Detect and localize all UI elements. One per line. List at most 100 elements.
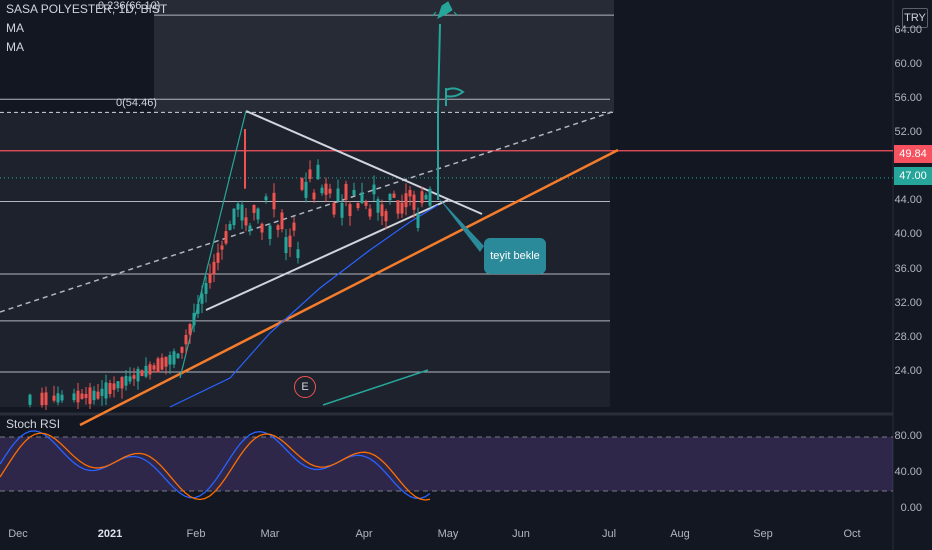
candle-body xyxy=(144,365,148,377)
candle-body xyxy=(248,225,252,232)
candle-body xyxy=(412,194,416,210)
candle-body xyxy=(280,212,284,230)
time-tick-label: Apr xyxy=(355,528,373,540)
candle-body xyxy=(320,187,324,194)
last-price-badge: 47.00 xyxy=(894,167,932,185)
stoch-d-line xyxy=(0,432,431,501)
candle-body xyxy=(28,394,32,405)
candle-body xyxy=(396,200,400,214)
candle-body xyxy=(308,169,312,179)
moving-average-line xyxy=(169,204,439,408)
time-tick-label: May xyxy=(437,528,459,540)
price-tick-label: 24.00 xyxy=(894,365,922,377)
candle-body xyxy=(312,192,316,200)
candle-body xyxy=(404,193,408,208)
annotation-callout[interactable]: teyit bekle xyxy=(484,238,546,274)
price-tick-label: 56.00 xyxy=(894,92,922,104)
fib-zone xyxy=(154,0,614,113)
small-teal-line xyxy=(322,369,429,406)
candle-body xyxy=(284,237,288,254)
candle-body xyxy=(84,393,88,399)
candle-body xyxy=(332,202,336,215)
candle-body xyxy=(368,208,372,217)
stoch-rsi-label[interactable]: Stoch RSI xyxy=(6,417,61,431)
candle-body xyxy=(60,394,64,401)
candle-body xyxy=(76,390,80,403)
candle-body xyxy=(256,208,260,220)
candle-body xyxy=(224,231,228,244)
candle-body xyxy=(364,201,368,206)
candle-body xyxy=(204,283,208,294)
rocket-icon xyxy=(431,1,459,19)
candle-body xyxy=(276,225,280,230)
candle-body xyxy=(184,334,188,345)
orange-support-line xyxy=(79,148,619,427)
rsi-tick-label: 40.00 xyxy=(894,466,922,478)
price-tick-label: 60.00 xyxy=(894,58,922,70)
candle-body xyxy=(260,223,264,233)
rsi-tick-label: 0.00 xyxy=(900,502,922,514)
triangle-upper-line xyxy=(245,110,483,215)
candle-body xyxy=(112,383,116,390)
callout-pointer xyxy=(437,196,484,252)
candle-body xyxy=(360,192,364,204)
candle-body xyxy=(188,324,192,335)
price-tick-label: 40.00 xyxy=(894,228,922,240)
candle-body xyxy=(164,356,168,367)
earnings-marker[interactable]: E xyxy=(294,376,316,398)
candle-body xyxy=(100,388,104,396)
candle-body xyxy=(272,192,276,210)
time-tick-label: Jun xyxy=(512,528,530,540)
stoch-k-line xyxy=(0,430,431,500)
price-tick-label: 28.00 xyxy=(894,331,922,343)
candle-body xyxy=(124,376,128,386)
candle-body xyxy=(196,304,200,314)
candle-body xyxy=(180,346,184,353)
candle-body xyxy=(212,261,216,275)
currency-badge[interactable]: TRY xyxy=(902,8,928,28)
candle-body xyxy=(372,184,376,195)
candle-body xyxy=(244,217,248,226)
candle-body xyxy=(316,164,320,180)
candle-body xyxy=(80,393,84,399)
fib-top-label: 0.236(66.10) xyxy=(98,0,161,12)
candle-body xyxy=(140,370,144,377)
fib-bottom-label: 0(54.46) xyxy=(116,97,157,109)
candle-body xyxy=(52,395,56,401)
time-tick-label: Sep xyxy=(753,528,773,540)
candle-body xyxy=(116,381,120,389)
candle-body xyxy=(288,235,292,248)
candle-body xyxy=(384,211,388,222)
candle-body xyxy=(92,390,96,401)
candle-body xyxy=(388,193,392,201)
candle-body xyxy=(252,204,256,213)
candle-body xyxy=(216,252,220,263)
time-tick-label: 2021 xyxy=(97,528,123,540)
candle-body xyxy=(160,357,164,370)
candle-body xyxy=(220,245,224,250)
candle-body xyxy=(96,391,100,399)
candle-body xyxy=(428,188,432,206)
candle-body xyxy=(40,392,44,406)
chart-legend: SASA POLYESTER, 1D, BIST MA MA xyxy=(6,0,167,57)
target-line xyxy=(437,23,441,200)
candle-body xyxy=(128,376,132,382)
rsi-tick-label: 80.00 xyxy=(894,430,922,442)
ma-indicator-1[interactable]: MA xyxy=(6,21,24,35)
candle-body xyxy=(420,191,424,204)
candle-body xyxy=(88,387,92,404)
candle-body xyxy=(304,181,308,198)
price-tick-label: 52.00 xyxy=(894,126,922,138)
resistance-price-badge: 49.84 xyxy=(894,145,932,163)
candle-body xyxy=(268,225,272,239)
symbol-title[interactable]: SASA POLYESTER, 1D, BIST xyxy=(6,2,168,16)
candle-body xyxy=(356,202,360,209)
candle-body xyxy=(264,196,268,201)
candle-body xyxy=(296,249,300,259)
ma-indicator-2[interactable]: MA xyxy=(6,40,24,54)
candle-body xyxy=(228,224,232,231)
price-tick-label: 64.00 xyxy=(894,24,922,36)
candle-body xyxy=(232,208,236,226)
candle-body xyxy=(200,293,204,304)
